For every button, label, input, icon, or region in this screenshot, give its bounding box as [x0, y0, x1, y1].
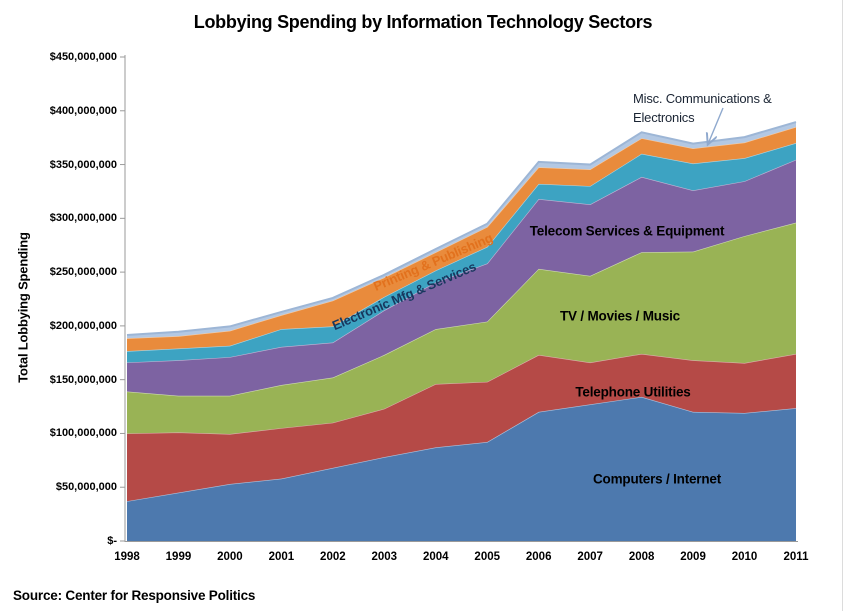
series-label-computers-internet: Computers / Internet	[592, 471, 722, 487]
area-printing-publishing	[127, 126, 796, 352]
area-computers-internet	[127, 396, 796, 541]
chart-frame-right-border	[842, 0, 843, 611]
x-tick-label-2004: 2004	[422, 551, 449, 563]
x-tick-label-2002: 2002	[320, 551, 346, 563]
x-tick-label-2005: 2005	[474, 551, 501, 563]
axis-group	[120, 55, 798, 542]
y-tick-label: $-	[107, 535, 117, 547]
y-tick-label: $450,000,000	[49, 51, 117, 63]
x-tick-label-1998: 1998	[114, 551, 140, 563]
x-tick-label-2009: 2009	[680, 551, 706, 563]
y-tick-label: $50,000,000	[55, 481, 117, 494]
area-tv-movies-music	[127, 222, 796, 434]
annotation-line-1: Misc. Communications &	[633, 91, 772, 106]
y-tick-label: $100,000,000	[49, 427, 117, 440]
x-tick-label-2000: 2000	[217, 551, 243, 563]
series-label-telephone-utilities: Telephone Utilities	[575, 384, 691, 400]
x-tick-label-2003: 2003	[371, 551, 398, 563]
x-tick-label-2007: 2007	[577, 551, 603, 563]
y-tick-label: $300,000,000	[49, 212, 117, 225]
annotation-misc-communications: Misc. Communications & Electronics	[633, 89, 803, 127]
x-tick-label-2001: 2001	[268, 551, 295, 563]
source-note: Source: Center for Responsive Politics	[13, 588, 256, 603]
y-axis-title: Total Lobbying Spending	[15, 232, 31, 383]
area-electronic-mfg-services	[127, 143, 796, 363]
y-tick-label: $250,000,000	[49, 266, 117, 279]
area-telephone-utilities	[127, 353, 796, 502]
annotation-arrow-line	[708, 107, 724, 144]
area-telecom-services-equipment	[127, 159, 796, 396]
area-misc-communications-electronics	[127, 122, 796, 339]
x-tick-label-2011: 2011	[783, 551, 809, 563]
y-tick-label: $150,000,000	[49, 373, 117, 386]
area-outline-electronic-mfg-services	[126, 142, 797, 352]
series-label-telecom-services-equipment: Telecom Services & Equipment	[529, 223, 725, 239]
x-tick-label-2006: 2006	[525, 551, 552, 563]
area-outline-misc-communications-electronics	[126, 121, 797, 337]
x-tick-label-1999: 1999	[165, 551, 192, 563]
y-tick-label: $200,000,000	[49, 319, 117, 332]
annotation-arrow	[708, 107, 724, 144]
chart-title: Lobbying Spending by Information Technol…	[193, 12, 653, 32]
x-tick-label-2008: 2008	[628, 551, 655, 563]
series-label-tv-movies-music: TV / Movies / Music	[560, 308, 680, 324]
x-tick-label-2010: 2010	[731, 551, 758, 563]
y-tick-label: $350,000,000	[49, 158, 117, 171]
area-series-group	[126, 121, 797, 541]
annotation-line-2: Electronics	[633, 110, 695, 125]
y-tick-label: $400,000,000	[49, 104, 117, 117]
